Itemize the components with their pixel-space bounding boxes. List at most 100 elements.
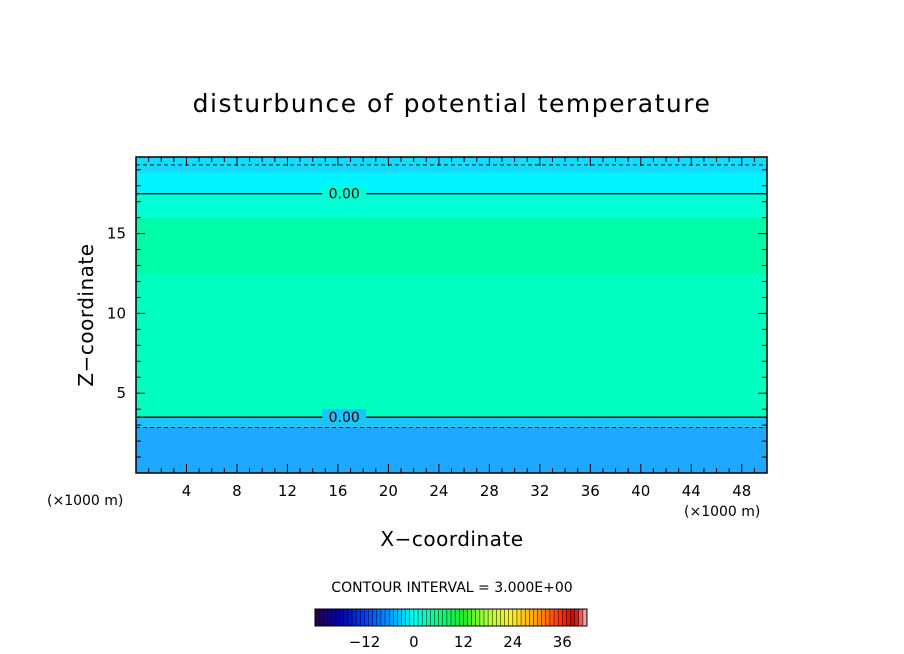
- colorbar-cell: [459, 609, 464, 626]
- colorbar-cell: [549, 609, 555, 626]
- heatmap-layers: [136, 157, 767, 473]
- x-tick-label: 24: [429, 482, 448, 500]
- x-tick-label: 48: [732, 482, 751, 500]
- colorbar-cell: [545, 609, 551, 626]
- colorbar-cell: [451, 609, 456, 626]
- colorbar-cell: [479, 609, 485, 626]
- colorbar-cell: [389, 609, 394, 626]
- contour-lines: [136, 164, 767, 428]
- contour-label-0: 0.00: [329, 187, 360, 203]
- colorbar-cell: [397, 609, 402, 626]
- colorbar-cell: [409, 609, 415, 626]
- contour-label-1: 0.00: [329, 410, 360, 426]
- colorbar-cell: [512, 609, 518, 626]
- colorbar-cell: [352, 609, 357, 626]
- contour-label-bg-1: [322, 409, 367, 426]
- colorbar-cell: [446, 609, 452, 626]
- y-axis-label: Z−coordinate: [74, 243, 98, 386]
- colorbar-tick-label: 12: [454, 633, 473, 651]
- colorbar-cell: [413, 609, 419, 626]
- colorbar-cell: [385, 609, 390, 626]
- colorbar-cell: [418, 609, 423, 626]
- x-tick-label: 8: [232, 482, 242, 500]
- colorbar-cell: [455, 609, 460, 626]
- x-tick-label: 40: [631, 482, 650, 500]
- colorbar-cell: [430, 609, 435, 626]
- heatmap-layer-2: [136, 273, 767, 418]
- y-tick-label: 15: [107, 225, 126, 243]
- colorbar-cell: [566, 609, 571, 626]
- colorbar-cell: [554, 609, 559, 626]
- colorbar-cell: [508, 609, 514, 626]
- colorbar-cell: [521, 609, 526, 626]
- colorbar-cell: [533, 609, 538, 626]
- colorbar-cell: [541, 609, 547, 626]
- colorbar-cell: [360, 609, 365, 626]
- y-tick-label: 10: [107, 304, 126, 322]
- colorbar-cell: [343, 609, 349, 626]
- colorbar-cell: [319, 609, 324, 626]
- x-tick-label: 32: [530, 482, 549, 500]
- colorbar-cell: [529, 609, 534, 626]
- x-tick-label: 28: [480, 482, 499, 500]
- contour-labels: 0.00 0.00: [322, 185, 367, 426]
- colorbar-tick-label: 36: [553, 633, 572, 651]
- colorbar-cell: [347, 609, 353, 626]
- colorbar-cell: [562, 609, 567, 626]
- colorbar-frame: [314, 608, 588, 627]
- colorbar-cell: [380, 609, 386, 626]
- x-axis-unit-right: (×1000 m): [684, 504, 760, 520]
- heatmap-layer-1: [136, 417, 767, 427]
- colorbar-cell: [496, 609, 501, 626]
- colorbar-cell: [368, 609, 373, 626]
- heatmap-layer-5: [136, 172, 767, 194]
- x-axis-ticks: 4 8 12 16 20 24 28 32 36 40 44 48: [148, 157, 755, 500]
- colorbar-cell: [426, 609, 431, 626]
- colorbar-cell: [467, 609, 472, 626]
- colorbar-tick-label: −12: [349, 633, 381, 651]
- chart-title: disturbunce of potential temperature: [193, 89, 712, 118]
- colorbar-cell: [574, 609, 580, 626]
- colorbar-cell: [364, 609, 369, 626]
- colorbar-tick-label: 24: [503, 633, 522, 651]
- colorbar-cell: [578, 609, 584, 626]
- x-axis-unit-left: (×1000 m): [47, 493, 123, 509]
- x-tick-label: 12: [278, 482, 297, 500]
- colorbar-cell: [393, 609, 398, 626]
- y-axis-ticks: 5 10 15: [107, 169, 767, 458]
- colorbar-cell: [492, 609, 497, 626]
- colorbar-cell: [315, 609, 320, 626]
- colorbar-cell: [570, 609, 575, 626]
- colorbar-cell: [442, 609, 448, 626]
- x-tick-label: 44: [682, 482, 701, 500]
- x-axis-label: X−coordinate: [380, 527, 523, 551]
- colorbar-cell: [327, 609, 332, 626]
- colorbar-cell: [525, 609, 530, 626]
- x-tick-label: 4: [182, 482, 192, 500]
- heatmap-layer-4: [136, 193, 767, 218]
- colorbar-tick-labels: −12 0 12 24 36: [349, 633, 572, 651]
- colorbar-cell: [463, 609, 468, 626]
- colorbar: [314, 608, 588, 627]
- colorbar-cell: [537, 609, 542, 626]
- colorbar-cell: [331, 609, 336, 626]
- x-tick-label: 20: [379, 482, 398, 500]
- colorbar-cell: [516, 609, 522, 626]
- colorbar-cell: [475, 609, 481, 626]
- colorbar-tick-label: 0: [409, 633, 419, 651]
- heatmap-layer-3: [136, 217, 767, 274]
- colorbar-cell: [504, 609, 509, 626]
- contour-label-bg-0: [322, 185, 367, 202]
- colorbar-cell: [339, 609, 345, 626]
- colorbar-cell: [335, 609, 341, 626]
- colorbar-cell: [500, 609, 505, 626]
- colorbar-cell: [471, 609, 477, 626]
- colorbar-cell: [483, 609, 489, 626]
- colorbar-cell: [401, 609, 406, 626]
- contour-interval-text: CONTOUR INTERVAL = 3.000E+00: [331, 580, 572, 596]
- y-tick-label: 5: [116, 384, 126, 402]
- x-tick-label: 36: [581, 482, 600, 500]
- colorbar-cell: [438, 609, 444, 626]
- colorbar-cell: [372, 609, 378, 626]
